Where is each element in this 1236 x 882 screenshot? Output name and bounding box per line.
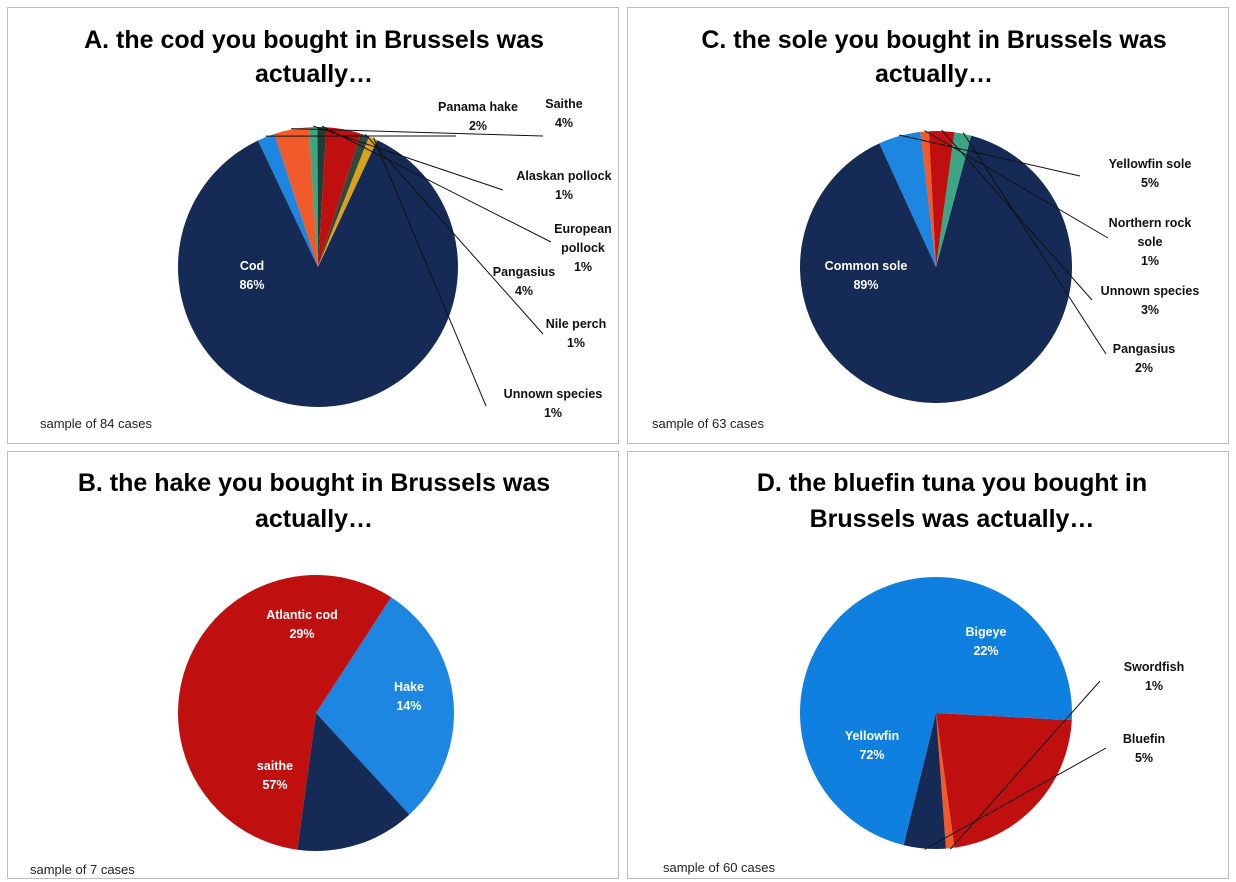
chart-panel-a: A. the cod you bought in Brussels was ac… bbox=[7, 7, 619, 444]
slice-value-alaskan-pollock: 1% bbox=[555, 188, 573, 202]
slice-label-yellowfin: Yellowfin bbox=[845, 729, 899, 743]
slice-label-european-pollock-line-1: European bbox=[554, 222, 612, 236]
pie-slice-bigeye bbox=[936, 713, 1072, 848]
slice-label-unnown-species: Unnown species bbox=[1101, 284, 1200, 298]
slice-label-unnown-species: Unnown species bbox=[504, 387, 603, 401]
slice-label-common-sole: Common sole bbox=[825, 259, 908, 273]
slice-value-unnown-species: 3% bbox=[1141, 303, 1159, 317]
slice-value-common-sole: 89% bbox=[853, 278, 878, 292]
chart-panel-c: C. the sole you bought in Brussels was a… bbox=[627, 7, 1229, 444]
slice-label-cod: Cod bbox=[240, 259, 264, 273]
slice-value-atlantic-cod: 29% bbox=[289, 627, 314, 641]
chart-title-line-1: A. the cod you bought in Brussels was bbox=[84, 26, 544, 54]
slice-value-northern-rock-sole: 1% bbox=[1141, 254, 1159, 268]
pie-slices bbox=[178, 127, 458, 407]
slice-label-pangasius: Pangasius bbox=[1113, 342, 1176, 356]
slice-value-saithe: 4% bbox=[555, 116, 573, 130]
pie-chart-d: D. the bluefin tuna you bought in Brusse… bbox=[628, 452, 1230, 880]
pie-chart-c: C. the sole you bought in Brussels was a… bbox=[628, 8, 1230, 445]
slice-label-atlantic-cod: Atlantic cod bbox=[266, 608, 338, 622]
chart-title-line-2: actually… bbox=[255, 60, 373, 88]
chart-title-line-2: Brussels was actually… bbox=[810, 505, 1095, 533]
slice-value-hake: 14% bbox=[396, 699, 421, 713]
sample-note: sample of 60 cases bbox=[663, 860, 776, 875]
chart-title-line-1: D. the bluefin tuna you bought in bbox=[757, 469, 1147, 497]
chart-title-line-2: actually… bbox=[255, 505, 373, 533]
pie-chart-b: B. the hake you bought in Brussels was a… bbox=[8, 452, 620, 880]
slice-label-pangasius: Pangasius bbox=[493, 265, 556, 279]
slice-value-saithe: 57% bbox=[262, 778, 287, 792]
slice-label-saithe: Saithe bbox=[545, 97, 583, 111]
slice-value-bigeye: 22% bbox=[973, 644, 998, 658]
slice-value-swordfish: 1% bbox=[1145, 679, 1163, 693]
slice-label-bigeye: Bigeye bbox=[966, 625, 1007, 639]
slice-label-northern-rock-sole-line-2: sole bbox=[1137, 235, 1162, 249]
slice-value-nile-perch: 1% bbox=[567, 336, 585, 350]
slice-value-yellowfin-sole: 5% bbox=[1141, 176, 1159, 190]
slice-label-european-pollock-line-2: pollock bbox=[561, 241, 605, 255]
slice-value-yellowfin: 72% bbox=[859, 748, 884, 762]
chart-panel-d: D. the bluefin tuna you bought in Brusse… bbox=[627, 451, 1229, 879]
slice-label-bluefin: Bluefin bbox=[1123, 732, 1165, 746]
sample-note: sample of 7 cases bbox=[30, 862, 135, 877]
sample-note: sample of 63 cases bbox=[652, 416, 765, 431]
pie-chart-a: A. the cod you bought in Brussels was ac… bbox=[8, 8, 620, 445]
slice-value-pangasius: 4% bbox=[515, 284, 533, 298]
slice-value-panama-hake: 2% bbox=[469, 119, 487, 133]
slice-value-cod: 86% bbox=[239, 278, 264, 292]
slice-label-alaskan-pollock: Alaskan pollock bbox=[516, 169, 611, 183]
slice-label-northern-rock-sole-line-1: Northern rock bbox=[1109, 216, 1192, 230]
sample-note: sample of 84 cases bbox=[40, 416, 153, 431]
chart-panel-b: B. the hake you bought in Brussels was a… bbox=[7, 451, 619, 879]
chart-title-line-1: C. the sole you bought in Brussels was bbox=[701, 26, 1166, 54]
chart-title-line-1: B. the hake you bought in Brussels was bbox=[78, 469, 550, 497]
slice-label-swordfish: Swordfish bbox=[1124, 660, 1184, 674]
slice-value-pangasius: 2% bbox=[1135, 361, 1153, 375]
slice-label-yellowfin-sole: Yellowfin sole bbox=[1109, 157, 1192, 171]
slice-label-saithe: saithe bbox=[257, 759, 293, 773]
slice-label-hake: Hake bbox=[394, 680, 424, 694]
slice-value-unnown-species: 1% bbox=[544, 406, 562, 420]
slice-label-panama-hake: Panama hake bbox=[438, 100, 518, 114]
slice-label-nile-perch: Nile perch bbox=[546, 317, 606, 331]
slice-value-european-pollock: 1% bbox=[574, 260, 592, 274]
slice-value-bluefin: 5% bbox=[1135, 751, 1153, 765]
chart-title-line-2: actually… bbox=[875, 60, 993, 88]
pie-slices bbox=[800, 577, 1072, 849]
